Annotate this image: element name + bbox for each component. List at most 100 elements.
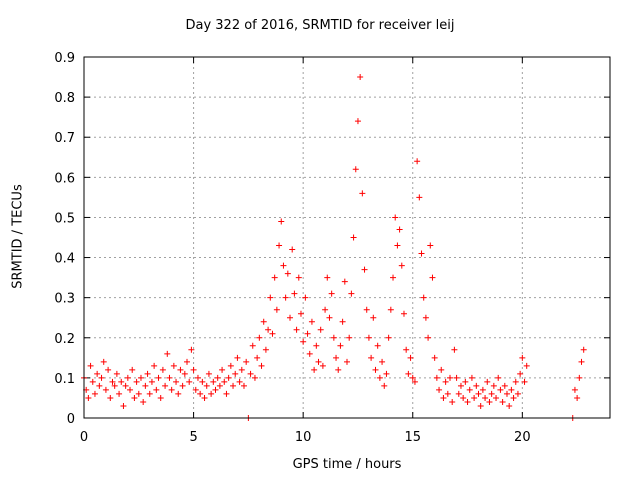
data-point: [510, 394, 517, 401]
data-point: [208, 390, 215, 397]
data-point: [184, 358, 191, 365]
data-point: [394, 242, 401, 249]
data-point: [188, 346, 195, 353]
data-point: [473, 382, 480, 389]
data-point: [265, 326, 272, 333]
data-point: [223, 390, 230, 397]
data-point: [503, 390, 510, 397]
data-point: [488, 390, 495, 397]
data-point: [155, 374, 162, 381]
data-point: [282, 294, 289, 301]
data-point: [440, 394, 447, 401]
data-point: [517, 370, 524, 377]
y-tick-label: 0.3: [54, 292, 75, 307]
data-point: [142, 382, 149, 389]
data-point: [418, 250, 425, 257]
data-point: [422, 314, 429, 321]
data-point: [335, 366, 342, 373]
data-point: [89, 378, 96, 385]
data-point: [203, 382, 210, 389]
y-tick-label: 0.5: [54, 211, 75, 226]
data-point: [168, 386, 175, 393]
data-point: [153, 386, 160, 393]
data-point: [479, 386, 486, 393]
data-point: [385, 334, 392, 341]
data-point: [96, 382, 103, 389]
data-point: [574, 394, 581, 401]
data-point: [580, 346, 587, 353]
data-point: [475, 390, 482, 397]
data-point: [197, 390, 204, 397]
data-point: [162, 382, 169, 389]
data-point: [311, 366, 318, 373]
data-point: [205, 370, 212, 377]
data-point: [506, 402, 513, 409]
data-point: [105, 366, 112, 373]
data-point: [111, 382, 118, 389]
data-point: [350, 234, 357, 241]
data-point: [238, 366, 245, 373]
y-tick-label: 0.8: [54, 91, 75, 106]
data-point: [357, 74, 364, 81]
data-point: [444, 390, 451, 397]
data-point: [289, 246, 296, 253]
data-point: [137, 374, 144, 381]
data-point: [508, 386, 515, 393]
data-point: [330, 334, 337, 341]
data-point: [230, 382, 237, 389]
data-point: [177, 366, 184, 373]
data-point: [348, 290, 355, 297]
data-point: [396, 226, 403, 233]
data-point: [400, 310, 407, 317]
x-tick-label: 20: [514, 430, 531, 445]
data-point: [495, 374, 502, 381]
data-point: [304, 330, 311, 337]
data-point: [94, 370, 101, 377]
data-point: [374, 342, 381, 349]
data-point: [512, 378, 519, 385]
data-point: [295, 274, 302, 281]
data-point: [464, 398, 471, 405]
data-point: [269, 330, 276, 337]
data-point: [210, 378, 217, 385]
data-point: [98, 374, 105, 381]
data-point: [433, 374, 440, 381]
data-point: [118, 378, 125, 385]
data-point: [260, 318, 267, 325]
data-point: [387, 306, 394, 313]
data-point: [166, 374, 173, 381]
data-point: [425, 334, 432, 341]
data-point: [297, 310, 304, 317]
data-point: [100, 358, 107, 365]
data-point: [344, 358, 350, 365]
data-point: [398, 262, 405, 269]
data-point: [102, 386, 109, 393]
y-tick-label: 0.9: [54, 51, 75, 66]
data-point: [482, 394, 489, 401]
x-tick-label: 5: [189, 430, 197, 445]
data-point: [420, 294, 427, 301]
x-tick-label: 10: [295, 430, 312, 445]
data-point: [352, 166, 359, 173]
data-point: [436, 386, 443, 393]
data-point: [370, 314, 377, 321]
data-point: [287, 314, 294, 321]
data-point: [129, 366, 136, 373]
data-point: [359, 190, 366, 197]
data-point: [181, 370, 188, 377]
data-point: [403, 346, 410, 353]
data-point: [416, 194, 423, 201]
data-point: [449, 398, 456, 405]
data-point: [133, 378, 140, 385]
axis-ticks: 0 0.1 0.2 0.3 0.4 0.5 0.6 0.7 0.8 0.9 0 5 10 15 20: [54, 51, 610, 445]
data-point: [486, 398, 493, 405]
data-point: [414, 158, 421, 165]
data-point: [457, 382, 464, 389]
data-point: [390, 274, 397, 281]
y-tick-label: 0.2: [54, 332, 75, 347]
data-point: [521, 378, 528, 385]
data-point: [159, 366, 166, 373]
data-point: [484, 378, 491, 385]
data-point: [291, 290, 298, 297]
data-point: [411, 378, 418, 385]
